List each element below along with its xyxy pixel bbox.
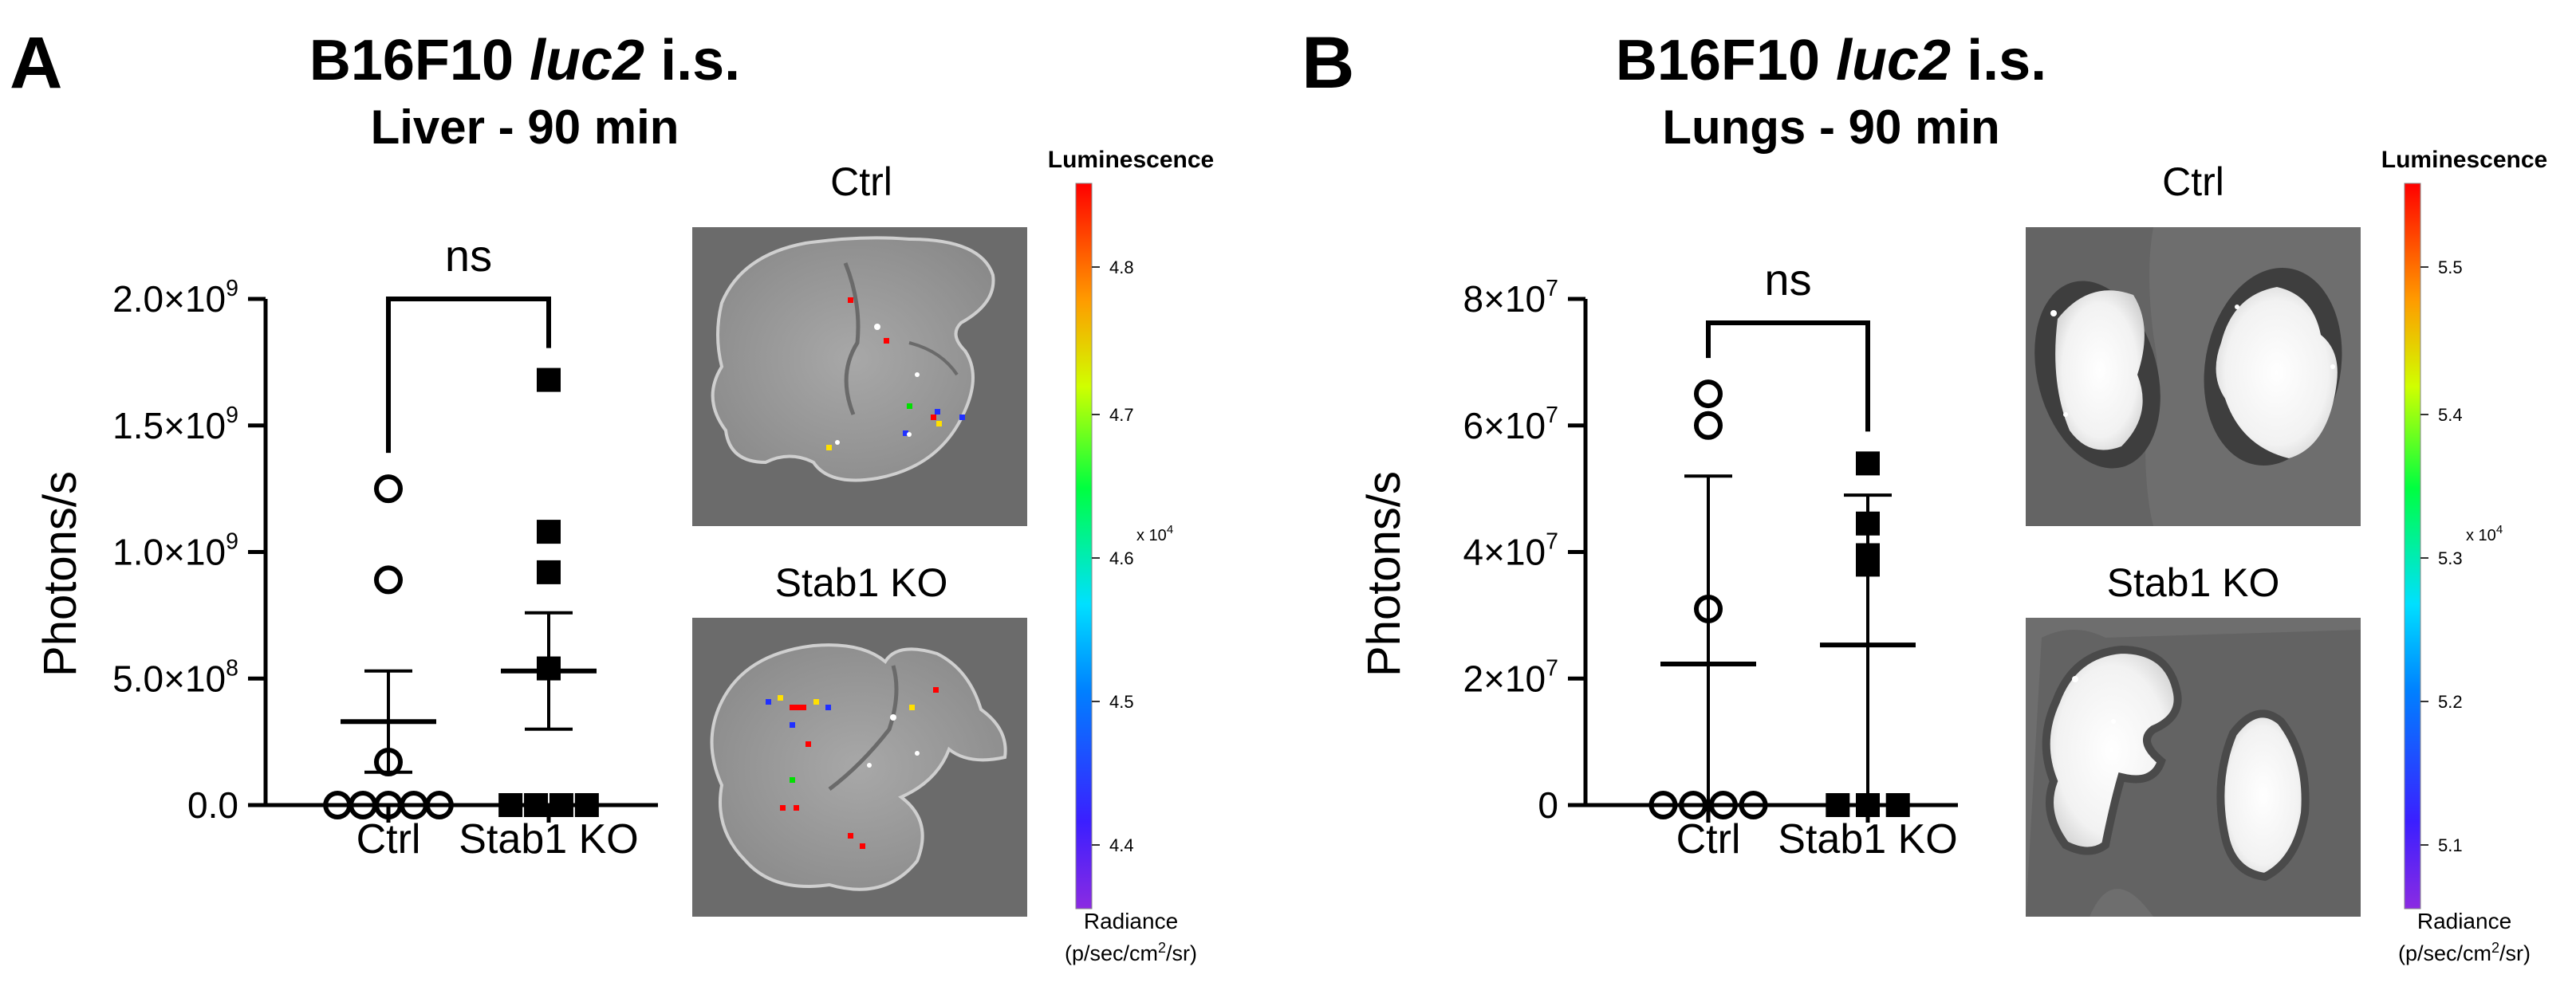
colorbar-ticks: 5.5 5.4 5.3 5.2 5.1 [2420, 257, 2463, 855]
data-point [537, 560, 561, 584]
y-axis-label: Photons/s [1358, 471, 1410, 677]
colorbar-ticks: 4.8 4.7 4.6 4.5 4.4 [1092, 257, 1134, 855]
colorbar-lungs: Luminescence 5.5 5.4 5.3 5.2 5.1 x 104 Radia… [2381, 147, 2547, 965]
panel-subtitle: Lungs - 90 min [1662, 100, 1999, 154]
colorbar-tick-label: 5.1 [2438, 835, 2463, 855]
y-tick-label: 0.0 [187, 784, 238, 826]
y-tick-mantissa: 8×10 [1463, 278, 1546, 320]
radiance-label: Radiance [2417, 909, 2511, 933]
colorbar-tick-label: 5.3 [2438, 548, 2463, 568]
y-tick-exponent: 7 [1546, 655, 1558, 681]
data-point [537, 367, 561, 392]
x-tick-label: Stab1 KO [459, 816, 638, 862]
colorbar-tick-label: 4.4 [1109, 835, 1134, 855]
data-point [1694, 411, 1723, 440]
y-tick-label: 4×107 [1463, 529, 1558, 573]
data-point [1648, 791, 1678, 819]
data-point [498, 793, 523, 817]
x-tick-label: Ctrl [356, 816, 421, 862]
y-axis-label: Photons/s [34, 471, 86, 677]
y-tick-mantissa: 5.0×10 [112, 658, 226, 699]
panel-letter: B [1302, 22, 1354, 104]
data-point [1694, 379, 1723, 409]
image-label-ko: Stab1 KO [2107, 560, 2280, 605]
colorbar-tick-label: 4.8 [1109, 257, 1134, 277]
image-ctrl-liver: Ctrl [692, 159, 1027, 526]
y-tick-mantissa: 2×10 [1463, 658, 1546, 699]
image-ko-lungs: Stab1 KO [2026, 560, 2361, 917]
image-label-ctrl: Ctrl [830, 159, 892, 204]
y-tick-label: 0 [1538, 784, 1558, 826]
x-tick-label: Ctrl [1676, 816, 1741, 862]
colorbar-multiplier: x 104 [1136, 523, 1173, 544]
y-tick-exponent: 9 [226, 403, 238, 428]
data-point [374, 474, 403, 504]
y-tick-label: 6×107 [1463, 403, 1558, 446]
data-point [424, 791, 454, 819]
panel-title: B16F10 luc2 i.s. [1616, 29, 2046, 92]
colorbar-tick-label: 5.4 [2438, 405, 2463, 425]
y-tick-label: 1.0×109 [112, 529, 238, 573]
y-tick-label: 8×107 [1463, 276, 1558, 320]
radiance-units: (p/sec/cm2/sr) [1065, 940, 1197, 965]
image-ko-liver: Stab1 KO [692, 560, 1027, 917]
significance-bracket [386, 297, 551, 454]
data-point [549, 793, 573, 817]
y-tick-mantissa: 2.0×10 [112, 278, 226, 320]
colorbar-title: Luminescence [2381, 147, 2547, 173]
data-point [1679, 791, 1708, 819]
y-tick-mantissa: 6×10 [1463, 405, 1546, 446]
y-tick-mantissa: 0 [1538, 784, 1558, 826]
significance-label: ns [445, 230, 492, 281]
y-tick-mantissa: 1.5×10 [112, 405, 226, 446]
colorbar-tick-label: 4.5 [1109, 692, 1134, 712]
data-point [1739, 791, 1768, 819]
colorbar-tick-label: 5.2 [2438, 692, 2463, 712]
significance-bracket [1706, 320, 1870, 432]
data-point [1826, 793, 1850, 817]
data-point [1708, 791, 1738, 819]
y-tick-mantissa: 0.0 [187, 784, 238, 826]
y-tick-label: 2.0×109 [112, 276, 238, 320]
panel-title: B16F10 luc2 i.s. [309, 29, 740, 92]
chart-liver: Photons/s 0.05.0×1081.0×1091.5×1092.0×10… [34, 230, 658, 862]
y-tick-mantissa: 4×10 [1463, 532, 1546, 573]
image-label-ctrl: Ctrl [2162, 159, 2224, 204]
colorbar-liver: Luminescence 4.8 4.7 4.6 4.5 4.4 x 104 Radia… [1048, 147, 1214, 965]
colorbar-tick-label: 4.7 [1109, 405, 1134, 425]
data-point [374, 565, 403, 595]
colorbar-multiplier: x 104 [2466, 523, 2503, 544]
data-point [524, 793, 549, 817]
y-tick-exponent: 7 [1546, 403, 1558, 428]
colorbar-title: Luminescence [1048, 147, 1214, 173]
image-ctrl-lungs: Ctrl [2026, 159, 2361, 526]
panel-letter: A [10, 22, 62, 104]
y-tick-exponent: 8 [226, 655, 238, 681]
data-point [1885, 793, 1910, 817]
y-tick-label: 2×107 [1463, 655, 1558, 699]
y-tick-exponent: 9 [226, 529, 238, 555]
data-point [1856, 451, 1880, 476]
y-tick-exponent: 9 [226, 276, 238, 301]
panel-a: A B16F10 luc2 i.s. Liver - 90 min Photon… [10, 22, 1214, 965]
image-label-ko: Stab1 KO [775, 560, 948, 605]
data-point [537, 520, 561, 544]
colorbar-tick-label: 5.5 [2438, 257, 2463, 277]
panel-b: B B16F10 luc2 i.s. Lungs - 90 min Photon… [1302, 22, 2547, 965]
radiance-units: (p/sec/cm2/sr) [2398, 940, 2531, 965]
y-tick-label: 5.0×108 [112, 655, 238, 699]
panel-subtitle: Liver - 90 min [371, 100, 679, 154]
colorbar-tick-label: 4.6 [1109, 548, 1134, 568]
x-tick-label: Stab1 KO [1778, 816, 1957, 862]
y-tick-exponent: 7 [1546, 276, 1558, 301]
y-tick-exponent: 7 [1546, 529, 1558, 555]
y-tick-mantissa: 1.0×10 [112, 532, 226, 573]
data-point [574, 793, 599, 817]
y-tick-label: 1.5×109 [112, 403, 238, 446]
radiance-label: Radiance [1084, 909, 1178, 933]
significance-label: ns [1764, 254, 1811, 305]
